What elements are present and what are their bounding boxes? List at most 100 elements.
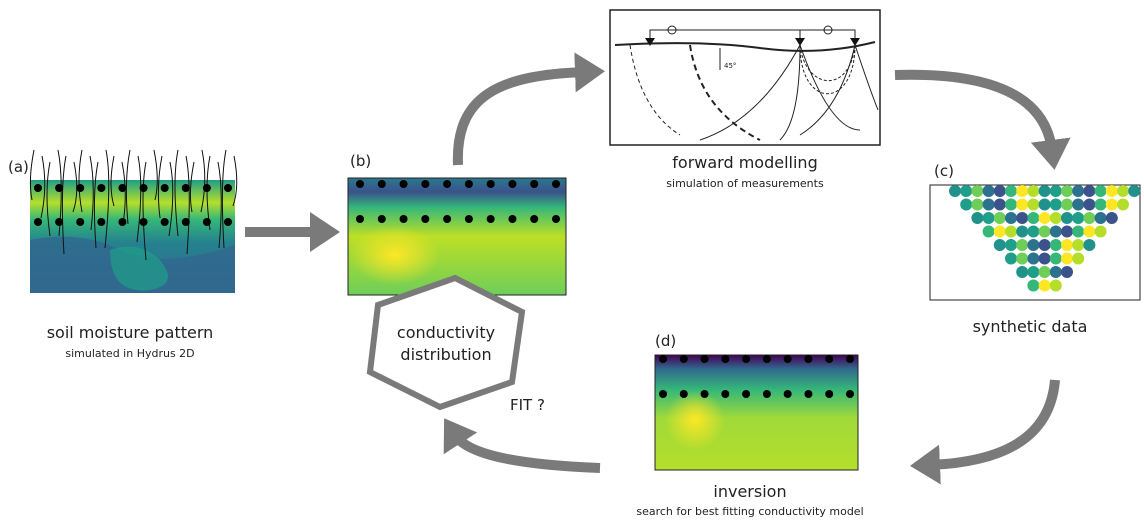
data-point (1039, 266, 1051, 278)
electrode (421, 215, 429, 223)
data-point (1027, 212, 1039, 224)
electrode (465, 180, 473, 188)
electrode (552, 215, 560, 223)
data-point (971, 185, 983, 197)
electrode (508, 215, 516, 223)
arrow (458, 72, 585, 165)
data-point (1016, 239, 1028, 251)
electrode (203, 184, 211, 192)
data-point (1095, 199, 1107, 211)
data-point (971, 212, 983, 224)
data-point (1050, 199, 1062, 211)
data-point (1027, 266, 1039, 278)
electrode (97, 218, 105, 226)
panel-label: (c) (934, 162, 954, 180)
data-point (1016, 253, 1028, 265)
electrode (680, 355, 688, 363)
electrode (680, 390, 688, 398)
electrode (378, 215, 386, 223)
electrode (400, 180, 408, 188)
data-point (1027, 280, 1039, 292)
data-point (1039, 199, 1051, 211)
forward-title: forward modelling (672, 153, 817, 172)
electrode (356, 180, 364, 188)
electrode (203, 218, 211, 226)
data-point (1106, 199, 1118, 211)
data-point (1027, 226, 1039, 238)
electrode (76, 218, 84, 226)
data-point (1117, 185, 1129, 197)
data-point (971, 199, 983, 211)
data-point (1061, 239, 1073, 251)
data-point (1005, 185, 1017, 197)
electrode (508, 180, 516, 188)
electrode (721, 390, 729, 398)
data-point (1061, 199, 1073, 211)
electrode (161, 218, 169, 226)
electrode (34, 184, 42, 192)
data-point (960, 185, 972, 197)
data-point (1072, 239, 1084, 251)
data-point (1005, 253, 1017, 265)
data-point (994, 212, 1006, 224)
data-point (983, 199, 995, 211)
data-point (1050, 266, 1062, 278)
electrode (118, 218, 126, 226)
data-point (994, 239, 1006, 251)
panel-subtitle: search for best fitting conductivity mod… (636, 505, 863, 518)
data-point (1016, 185, 1028, 197)
panel-label: (d) (655, 332, 676, 350)
electrode (530, 180, 538, 188)
electrode (763, 390, 771, 398)
data-point (1061, 226, 1073, 238)
data-point (1072, 253, 1084, 265)
data-point (1072, 226, 1084, 238)
electrode (804, 355, 812, 363)
panel-title: synthetic data (973, 317, 1088, 336)
data-point (1072, 185, 1084, 197)
fit-label: FIT ? (510, 396, 545, 414)
electrode (140, 184, 148, 192)
electrode (400, 215, 408, 223)
electrode (161, 184, 169, 192)
data-point (1039, 239, 1051, 251)
data-point (1050, 212, 1062, 224)
data-point (1083, 185, 1095, 197)
data-point (1128, 185, 1140, 197)
data-point (1027, 253, 1039, 265)
data-point (1050, 185, 1062, 197)
electrode (487, 215, 495, 223)
panel-title: inversion (713, 482, 786, 501)
electrode (742, 390, 750, 398)
electrode (530, 215, 538, 223)
data-point (1005, 199, 1017, 211)
electrode (701, 355, 709, 363)
electrode (784, 390, 792, 398)
image-highlight (350, 225, 440, 285)
data-point (1083, 226, 1095, 238)
data-point (983, 185, 995, 197)
electrode (55, 218, 63, 226)
data-point (1117, 199, 1129, 211)
electrode (552, 180, 560, 188)
data-point (1095, 212, 1107, 224)
data-point (1005, 226, 1017, 238)
data-point (1095, 185, 1107, 197)
electrode (804, 390, 812, 398)
electrode (443, 180, 451, 188)
electrode (825, 390, 833, 398)
data-point (1039, 253, 1051, 265)
data-point (1027, 239, 1039, 251)
data-point (1061, 185, 1073, 197)
data-point (994, 199, 1006, 211)
panel-title: soil moisture pattern (47, 323, 214, 342)
forward-subtitle: simulation of measurements (666, 177, 824, 190)
electrode (659, 390, 667, 398)
electrode (846, 390, 854, 398)
electrode (182, 184, 190, 192)
data-point (1016, 212, 1028, 224)
electrode (487, 180, 495, 188)
data-point (1027, 185, 1039, 197)
data-point (1039, 226, 1051, 238)
data-point (1005, 239, 1017, 251)
